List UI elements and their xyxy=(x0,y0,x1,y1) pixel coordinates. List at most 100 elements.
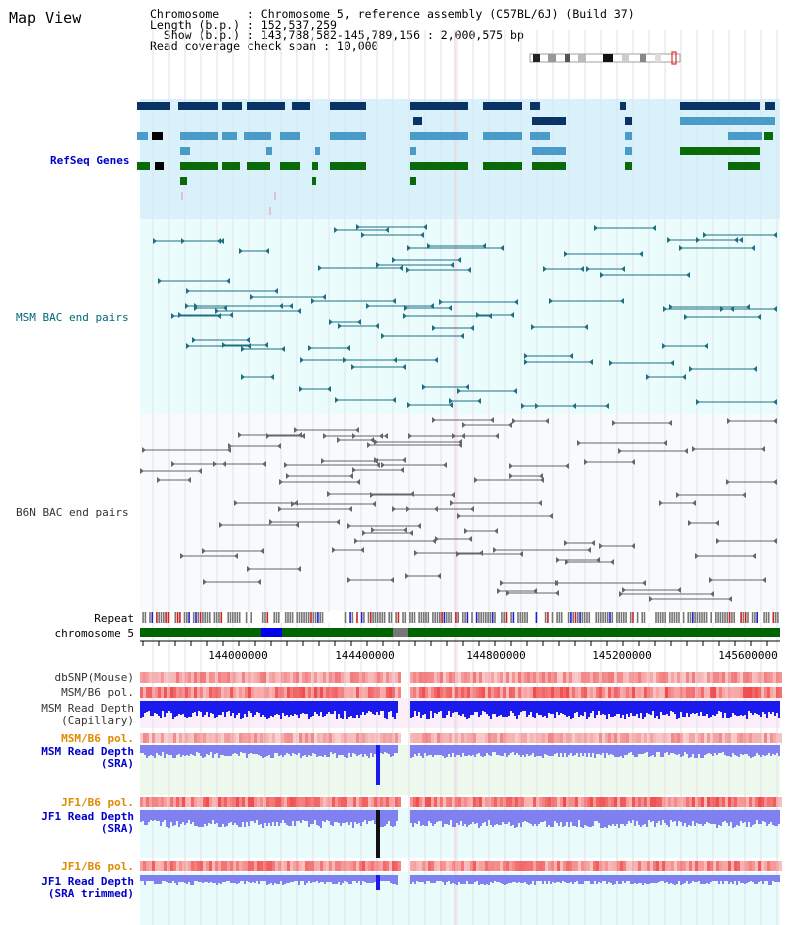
jf1-sra-depth-bar xyxy=(668,810,670,827)
jf1-sra-depth-bar xyxy=(510,810,512,826)
msm-sra-depth-bar xyxy=(288,745,290,754)
jf1-pol-cell xyxy=(293,797,296,807)
msm-sra-depth-bar xyxy=(618,745,620,757)
msm-pol-cell xyxy=(266,687,269,698)
msm-capillary-depth-bar xyxy=(456,701,458,712)
jf1-sra-depth-bar xyxy=(584,810,586,825)
msm-pol-cell xyxy=(494,733,497,743)
msm-pol-cell xyxy=(278,687,281,698)
jf1-pol-cell xyxy=(680,797,683,807)
msm-pol-cell xyxy=(248,687,251,698)
jf1-trim-depth-bar xyxy=(744,875,746,884)
msm-sra-depth-bar xyxy=(322,745,324,757)
dbsnp-cell xyxy=(767,672,770,683)
msm-pol-cell xyxy=(617,733,620,743)
dbsnp-cell xyxy=(551,672,554,683)
msm-sra-depth-bar xyxy=(386,745,388,753)
msm-pol-cell xyxy=(419,687,422,698)
jf1-trim-depth-bar xyxy=(510,875,512,883)
jf1-pol-cell xyxy=(374,797,377,807)
jf1-pol-cell xyxy=(290,861,293,871)
msm-bac-pair-end xyxy=(264,342,268,348)
jf1-trim-depth-bar xyxy=(724,875,726,881)
jf1-pol-cell xyxy=(212,861,215,871)
repeat-mark xyxy=(351,612,354,623)
msm-sra-depth-bar xyxy=(484,745,486,756)
jf1-pol-cell xyxy=(686,797,689,807)
jf1-pol-cell xyxy=(455,797,458,807)
ideogram-band xyxy=(655,54,661,62)
b6n-bac-pair-end xyxy=(284,462,288,468)
msm-sra-depth-bar xyxy=(512,745,514,752)
b6n-bac-pair-end xyxy=(347,523,351,529)
msm-capillary-depth-bar xyxy=(300,701,302,714)
jf1-pol-cell xyxy=(488,861,491,871)
jf1-pol-cell xyxy=(680,861,683,871)
b6n-bac-pair-end xyxy=(642,580,646,586)
repeat-mark xyxy=(432,612,434,623)
jf1-sra-depth-bar xyxy=(766,810,768,826)
b6n-bac-pair-end xyxy=(773,418,777,424)
b6n-bac-pair-end xyxy=(297,566,301,572)
msm-bac-pair-end xyxy=(241,374,245,380)
msm-capillary-depth-bar xyxy=(154,701,156,713)
msm-bac-pair-end xyxy=(432,325,436,331)
jf1-sra-depth-bar xyxy=(346,810,348,822)
msm-bac-pair-end xyxy=(357,319,361,325)
jf1-pol-cell xyxy=(599,861,602,871)
jf1-trim-depth-bar xyxy=(700,875,702,884)
msm-capillary-depth-bar xyxy=(600,701,602,715)
jf1-pol-cell xyxy=(494,797,497,807)
b6n-bac-pair-end xyxy=(402,457,406,463)
jf1-pol-cell xyxy=(764,797,767,807)
msm-bac-pair-end xyxy=(392,298,396,304)
msm-b6-pol-label-2: MSM/B6 pol. xyxy=(61,732,134,745)
msm-sra-depth-bar xyxy=(192,745,194,755)
jf1-trim-depth-bar xyxy=(718,875,720,884)
jf1-sra-depth-bar xyxy=(586,810,588,826)
jf1-pol-cell xyxy=(356,797,359,807)
repeat-mark xyxy=(503,612,505,623)
msm-sra-depth-bar xyxy=(220,745,222,755)
jf1-pol-cell xyxy=(608,797,611,807)
msm-capillary-depth-bar xyxy=(476,701,478,712)
jf1-pol-cell xyxy=(695,797,698,807)
msm-capillary-depth-bar xyxy=(528,701,530,715)
msm-sra-depth-bar xyxy=(324,745,326,755)
jf1-trim-depth-bar xyxy=(352,875,354,881)
jf1-trim-depth-bar xyxy=(654,875,656,883)
jf1-sra-depth-bar xyxy=(238,810,240,827)
msm-pol-cell xyxy=(317,733,320,743)
gene-exon xyxy=(180,147,190,155)
msm-sra-depth-bar xyxy=(500,745,502,756)
repeat-mark xyxy=(192,612,195,623)
msm-sra-depth-bar xyxy=(684,745,686,752)
jf1-pol-cell xyxy=(755,797,758,807)
jf1-sra-depth-bar xyxy=(284,810,286,823)
jf1-trim-depth-bar xyxy=(410,875,412,884)
repeat-mark xyxy=(618,612,620,623)
msm-pol-cell xyxy=(287,733,290,743)
jf1-trim-depth-bar xyxy=(696,875,698,882)
dbsnp-cell xyxy=(536,672,539,683)
msm-capillary-depth-bar xyxy=(252,701,254,717)
jf1-trim-depth-bar xyxy=(168,875,170,883)
b6n-bac-pair-end xyxy=(715,520,719,526)
repeat-mark xyxy=(728,612,731,623)
repeat-mark xyxy=(689,612,692,623)
gene-exon xyxy=(315,147,320,155)
jf1-pol-cell xyxy=(638,797,641,807)
msm-capillary-depth-bar xyxy=(424,701,426,714)
jf1-pol-cell xyxy=(371,797,374,807)
jf1-pol-cell xyxy=(254,797,257,807)
jf1-pol-cell xyxy=(416,797,419,807)
msm-pol-cell xyxy=(311,687,314,698)
msm-bac-pair-end xyxy=(621,266,625,272)
msm-pol-cell xyxy=(779,733,782,743)
msm-sra-depth-bar xyxy=(626,745,628,755)
msm-sra-depth-bar xyxy=(736,745,738,756)
repeat-mark xyxy=(682,612,685,623)
jf1-sra-depth-bar xyxy=(328,810,330,821)
msm-pol-cell xyxy=(344,687,347,698)
